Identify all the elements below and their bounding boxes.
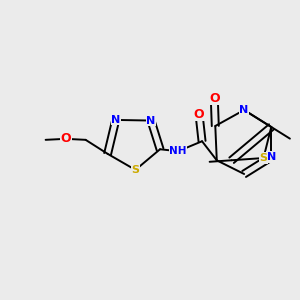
Text: N: N	[111, 115, 120, 125]
Text: S: S	[260, 153, 268, 163]
Text: NH: NH	[169, 146, 187, 156]
Text: O: O	[209, 92, 220, 104]
Text: N: N	[239, 105, 249, 115]
Text: N: N	[267, 152, 276, 162]
Text: O: O	[194, 108, 204, 121]
Text: O: O	[60, 132, 71, 145]
Text: N: N	[146, 116, 156, 126]
Text: S: S	[131, 165, 140, 175]
